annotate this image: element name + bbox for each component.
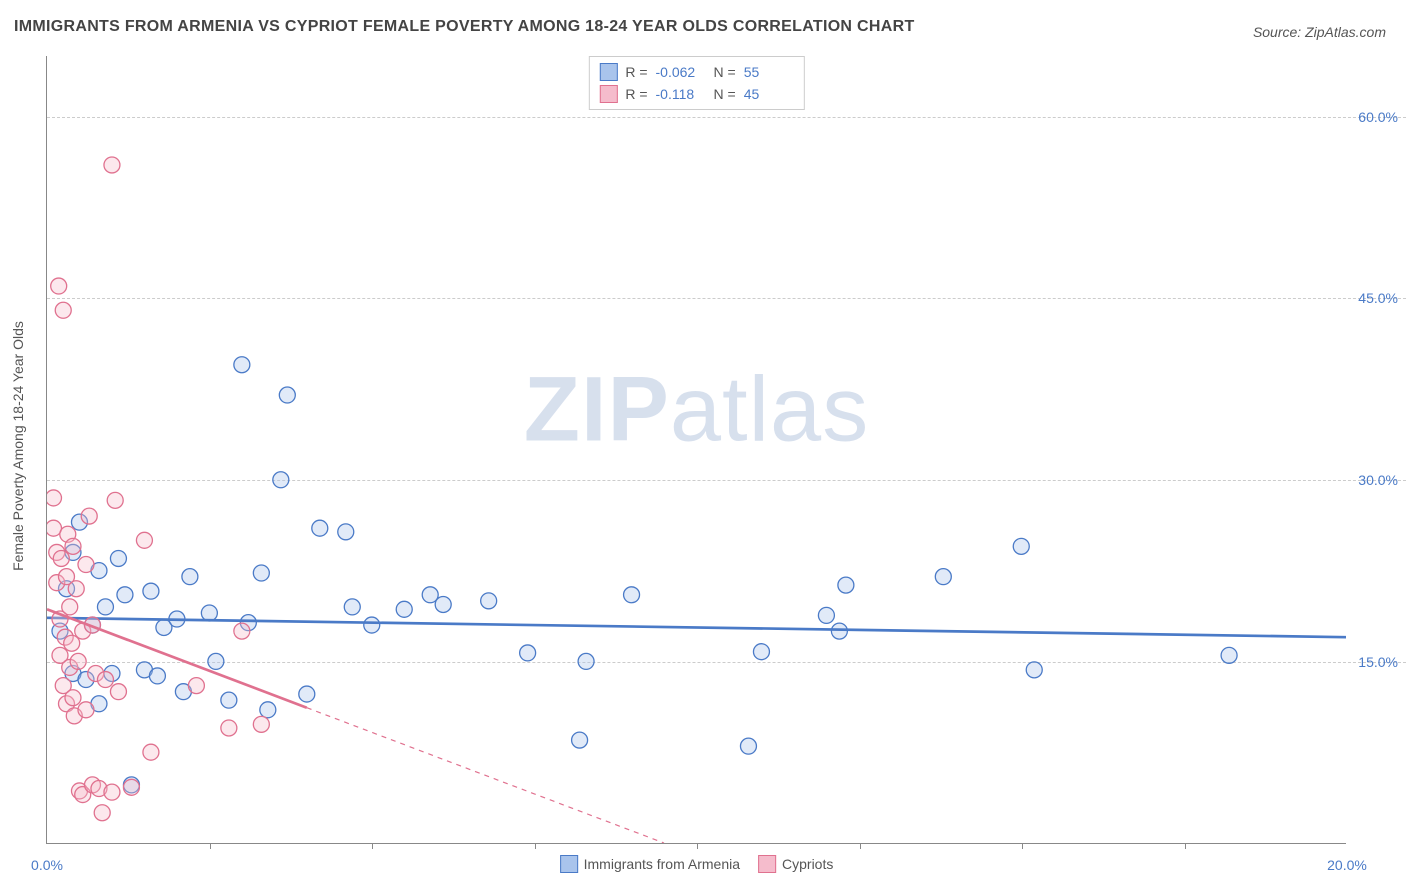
x-tick	[372, 843, 373, 849]
data-point-armenia	[364, 617, 380, 633]
x-tick-label: 0.0%	[31, 857, 63, 873]
y-tick-label: 60.0%	[1358, 109, 1398, 125]
data-point-cypriots	[62, 599, 78, 615]
data-point-armenia	[312, 520, 328, 536]
legend-n-cypriots: 45	[744, 86, 794, 102]
data-point-cypriots	[234, 623, 250, 639]
data-point-cypriots	[188, 678, 204, 694]
data-point-cypriots	[70, 653, 86, 669]
data-point-armenia	[338, 524, 354, 540]
x-tick	[697, 843, 698, 849]
legend-label-armenia: Immigrants from Armenia	[584, 856, 740, 872]
legend-stats-row-cypriots: R = -0.118 N = 45	[599, 83, 793, 105]
data-point-armenia	[578, 653, 594, 669]
y-tick-label: 45.0%	[1358, 290, 1398, 306]
data-point-armenia	[253, 565, 269, 581]
data-point-armenia	[299, 686, 315, 702]
data-point-cypriots	[221, 720, 237, 736]
data-point-cypriots	[123, 779, 139, 795]
chart-title: IMMIGRANTS FROM ARMENIA VS CYPRIOT FEMAL…	[14, 18, 915, 36]
data-point-armenia	[97, 599, 113, 615]
legend-swatch-armenia	[599, 63, 617, 81]
data-point-armenia	[396, 601, 412, 617]
data-point-armenia	[481, 593, 497, 609]
legend-stats: R = -0.062 N = 55 R = -0.118 N = 45	[588, 56, 804, 110]
data-point-cypriots	[94, 805, 110, 821]
source-credit: Source: ZipAtlas.com	[1253, 24, 1386, 40]
data-point-armenia	[740, 738, 756, 754]
x-tick	[860, 843, 861, 849]
legend-swatch-cypriots	[599, 85, 617, 103]
data-point-cypriots	[78, 557, 94, 573]
data-point-cypriots	[68, 581, 84, 597]
legend-item-cypriots: Cypriots	[758, 855, 833, 873]
data-point-armenia	[117, 587, 133, 603]
y-axis-label: Female Poverty Among 18-24 Year Olds	[10, 321, 26, 571]
data-point-armenia	[279, 387, 295, 403]
data-point-cypriots	[104, 784, 120, 800]
data-point-armenia	[149, 668, 165, 684]
data-point-armenia	[818, 607, 834, 623]
x-tick	[1022, 843, 1023, 849]
data-point-armenia	[1013, 538, 1029, 554]
data-point-cypriots	[253, 716, 269, 732]
data-point-armenia	[935, 569, 951, 585]
legend-item-armenia: Immigrants from Armenia	[560, 855, 740, 873]
data-point-cypriots	[97, 672, 113, 688]
data-point-cypriots	[65, 690, 81, 706]
data-point-cypriots	[53, 550, 69, 566]
legend-r-label: R =	[625, 86, 647, 102]
data-point-cypriots	[110, 684, 126, 700]
data-point-armenia	[572, 732, 588, 748]
data-point-armenia	[831, 623, 847, 639]
data-point-cypriots	[81, 508, 97, 524]
data-point-cypriots	[78, 702, 94, 718]
legend-label-cypriots: Cypriots	[782, 856, 833, 872]
y-tick-label: 15.0%	[1358, 654, 1398, 670]
legend-n-label: N =	[714, 86, 736, 102]
data-point-armenia	[182, 569, 198, 585]
plot-area: ZIPatlas R = -0.062 N = 55 R = -0.118 N …	[46, 56, 1346, 844]
plot-svg	[47, 56, 1346, 843]
data-point-armenia	[110, 550, 126, 566]
y-tick-label: 30.0%	[1358, 472, 1398, 488]
legend-swatch-cypriots	[758, 855, 776, 873]
legend-r-armenia: -0.062	[656, 64, 706, 80]
data-point-cypriots	[55, 302, 71, 318]
data-point-armenia	[208, 653, 224, 669]
data-point-cypriots	[104, 157, 120, 173]
data-point-armenia	[838, 577, 854, 593]
data-point-cypriots	[47, 490, 61, 506]
x-tick	[210, 843, 211, 849]
data-point-armenia	[520, 645, 536, 661]
x-tick-label: 20.0%	[1327, 857, 1367, 873]
data-point-armenia	[624, 587, 640, 603]
legend-series: Immigrants from Armenia Cypriots	[560, 855, 834, 873]
x-tick	[1185, 843, 1186, 849]
data-point-armenia	[260, 702, 276, 718]
x-tick	[535, 843, 536, 849]
data-point-armenia	[1026, 662, 1042, 678]
data-point-cypriots	[51, 278, 67, 294]
data-point-armenia	[201, 605, 217, 621]
legend-stats-row-armenia: R = -0.062 N = 55	[599, 61, 793, 83]
trend-line-dashed-cypriots	[307, 708, 664, 843]
legend-swatch-armenia	[560, 855, 578, 873]
data-point-armenia	[344, 599, 360, 615]
data-point-armenia	[435, 596, 451, 612]
data-point-armenia	[273, 472, 289, 488]
data-point-cypriots	[107, 492, 123, 508]
data-point-cypriots	[143, 744, 159, 760]
data-point-cypriots	[136, 532, 152, 548]
legend-r-label: R =	[625, 64, 647, 80]
data-point-armenia	[234, 357, 250, 373]
data-point-cypriots	[65, 538, 81, 554]
legend-n-armenia: 55	[744, 64, 794, 80]
legend-r-cypriots: -0.118	[656, 86, 706, 102]
data-point-armenia	[143, 583, 159, 599]
data-point-armenia	[753, 644, 769, 660]
legend-n-label: N =	[714, 64, 736, 80]
data-point-armenia	[1221, 647, 1237, 663]
data-point-armenia	[221, 692, 237, 708]
